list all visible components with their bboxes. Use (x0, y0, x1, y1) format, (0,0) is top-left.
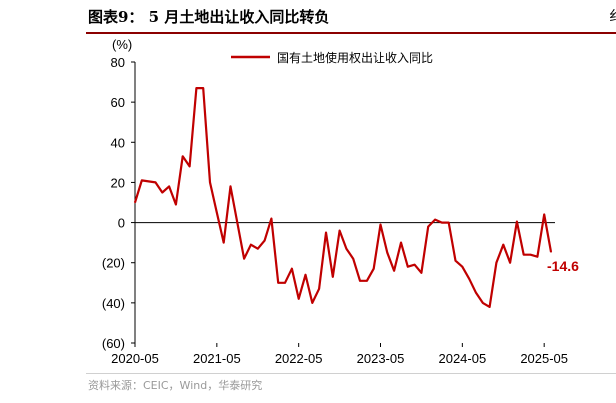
axes: (%) 80 60 40 20 0 (20) (40) (60)2020-05 2021-05 20… (102, 37, 568, 366)
source-note: 资料来源：CEIC，Wind，华泰研究 (88, 379, 263, 392)
data-point (345, 247, 348, 250)
data-point (413, 263, 416, 266)
data-point (495, 261, 498, 264)
data-point (338, 229, 341, 232)
data-point (202, 87, 204, 89)
source-rule (86, 373, 616, 374)
data-point (502, 243, 505, 246)
y-tick-label: 0 (118, 216, 125, 231)
data-point (475, 292, 477, 294)
data-point (331, 275, 334, 278)
data-point (454, 259, 457, 262)
data-point (509, 261, 511, 264)
data-point (134, 201, 136, 204)
data-point (543, 213, 545, 216)
line-chart: (%) 80 60 40 20 0 (20) (40) (60)2020-05 2021-05 20… (102, 37, 579, 366)
data-point (168, 185, 170, 188)
data-point (406, 265, 409, 268)
data-point (461, 265, 464, 268)
x-tick-label: 2021-05 (193, 351, 241, 366)
series-line (133, 87, 553, 308)
title-rule (86, 32, 616, 34)
series-layer (133, 87, 553, 308)
data-point (250, 243, 252, 246)
y-unit-label: (%) (112, 37, 132, 52)
data-point (318, 288, 320, 290)
data-point (379, 223, 382, 226)
y-tick-label: (40) (102, 296, 125, 311)
data-point (393, 269, 395, 272)
data-point (209, 181, 211, 184)
data-point (488, 306, 491, 308)
x-tick-label: 2025-05 (520, 351, 568, 366)
data-point (441, 221, 443, 224)
data-point (236, 221, 239, 224)
data-point (256, 247, 259, 250)
annotations: -14.6 (547, 258, 579, 274)
last-value-label: -14.6 (547, 258, 579, 274)
data-point (188, 165, 191, 168)
data-point (147, 180, 150, 183)
data-point (434, 218, 436, 221)
data-point (447, 221, 450, 224)
data-point (263, 239, 266, 242)
data-point (154, 181, 157, 184)
y-tick-label: 20 (111, 175, 125, 190)
data-point (161, 191, 164, 194)
data-point (216, 211, 218, 214)
data-point (386, 251, 389, 254)
x-tick-label: 2020-05 (111, 351, 159, 366)
data-point (516, 220, 518, 223)
data-point (325, 231, 327, 234)
x-tick-label: 2023-05 (357, 351, 405, 366)
y-tick-label: 40 (111, 135, 125, 150)
y-tick-label: 60 (111, 95, 125, 110)
y-tick-label: 80 (111, 55, 125, 70)
data-point (277, 281, 280, 284)
data-point (297, 298, 300, 300)
data-point (427, 225, 430, 228)
data-point (284, 281, 286, 284)
legend-label: 国有土地使用权出让收入同比 (277, 50, 433, 65)
figure-title: 图表9： 5 月土地出让收入同比转负 (88, 8, 330, 26)
data-point (420, 271, 423, 274)
y-tick-label: (60) (102, 336, 125, 351)
data-point (222, 241, 225, 244)
data-point (536, 255, 539, 258)
data-point (372, 267, 375, 270)
data-point (141, 179, 143, 182)
data-point (529, 253, 532, 256)
data-point (175, 203, 177, 206)
data-point (359, 279, 361, 282)
data-point (550, 251, 552, 253)
x-tick-label: 2024-05 (438, 351, 486, 366)
data-point (522, 253, 525, 256)
x-tick-label: 2022-05 (275, 351, 323, 366)
data-point (291, 267, 293, 270)
data-point (270, 217, 273, 220)
data-point (366, 279, 368, 282)
y-tick-label: (20) (102, 256, 125, 271)
legend: 国有土地使用权出让收入同比 (231, 50, 433, 65)
data-point (304, 273, 307, 276)
data-point (311, 302, 314, 304)
data-point (482, 302, 484, 304)
data-point (181, 155, 184, 158)
edge-glyph: 纟 (609, 6, 616, 26)
data-point (229, 185, 232, 188)
data-point (195, 87, 198, 89)
data-point (400, 241, 402, 244)
data-point (243, 257, 245, 260)
data-point (352, 257, 355, 260)
data-point (468, 277, 470, 280)
